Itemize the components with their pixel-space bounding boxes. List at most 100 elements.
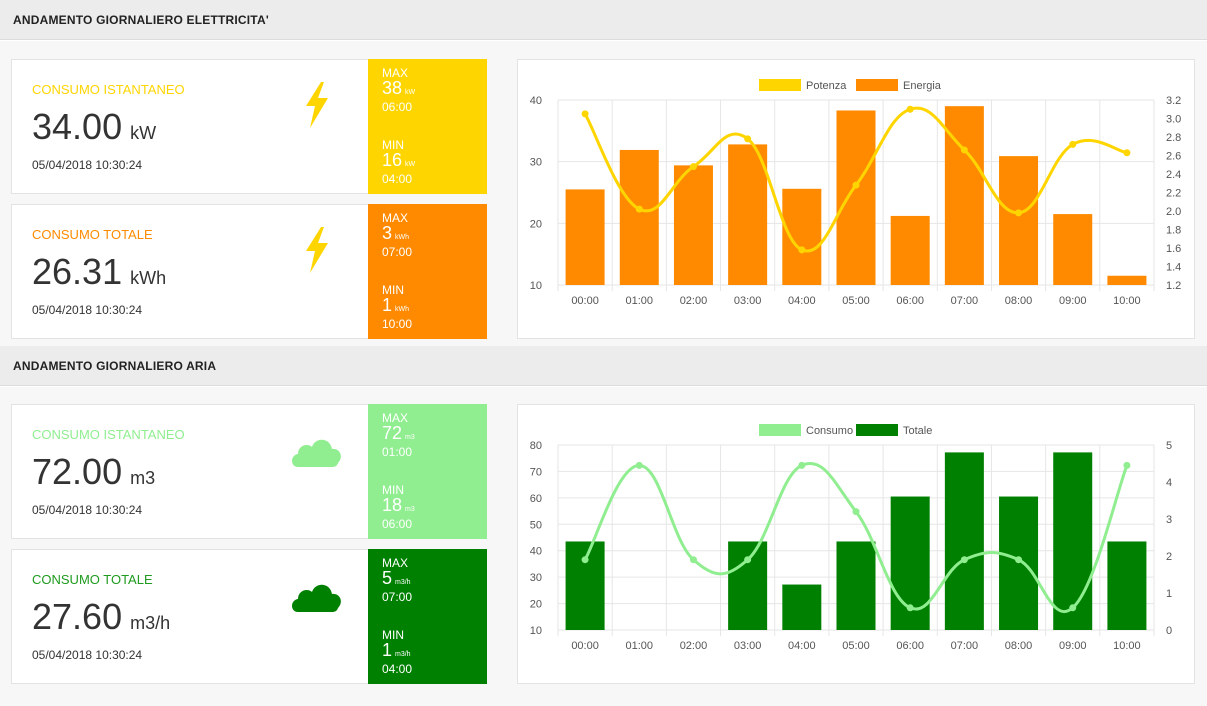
min-label: MIN — [382, 283, 404, 297]
x-tick-label: 00:00 — [571, 640, 599, 652]
y-left-tick-label: 30 — [530, 157, 542, 169]
line-point — [852, 181, 860, 189]
line-point — [581, 556, 589, 564]
bar — [565, 189, 605, 285]
x-tick-label: 01:00 — [626, 295, 654, 307]
x-tick-label: 08:00 — [1005, 295, 1033, 307]
electricity-chart-panel: 10 20 30 40 1.2 1.4 1.6 1.8 2.0 2.2 2.4 2.6 2.8 3.0 3.… — [517, 59, 1195, 339]
y-right-tick-label: 3.0 — [1166, 114, 1181, 126]
min-value: 1 kWh — [382, 295, 410, 315]
y-left-tick-label: 40 — [530, 546, 542, 558]
max-value: 72 m3 — [382, 423, 415, 443]
bar — [1107, 275, 1147, 285]
line-point — [852, 508, 860, 516]
line-point — [744, 135, 752, 143]
max-time: 06:00 — [382, 100, 413, 114]
electricity-total-minmax-panel: MAX 3 kWh 07:00 MIN 1 kWh 10:00 — [368, 204, 487, 339]
electricity-total-unit: kWh — [130, 268, 167, 288]
y-left-tick-label: 40 — [530, 95, 542, 107]
electricity-instant-unit: kW — [130, 123, 157, 143]
electricity-total-card: CONSUMO TOTALE 26.31 kWh 05/04/2018 10:30… — [11, 204, 369, 339]
bar — [890, 215, 930, 285]
electricity-instant-card: CONSUMO ISTANTANEO 34.00 kW 05/04/2018 10… — [11, 59, 369, 194]
max-label: MAX — [382, 411, 409, 425]
electricity-instant-value: 34.00 kW — [32, 106, 157, 147]
min-label: MIN — [382, 483, 404, 497]
bar — [673, 165, 713, 285]
y-left-tick-label: 80 — [530, 440, 542, 452]
bar — [1107, 541, 1147, 630]
cloud-icon — [292, 584, 341, 612]
y-right-tick-label: 2.2 — [1166, 188, 1181, 200]
x-tick-label: 07:00 — [951, 295, 979, 307]
electricity-total-label: CONSUMO TOTALE — [32, 227, 153, 242]
x-tick-label: 03:00 — [734, 640, 762, 652]
air-instant-card: CONSUMO ISTANTANEO 72.00 m3 05/04/2018 10… — [11, 404, 369, 539]
bar — [944, 452, 984, 630]
min-value: 16 kW — [382, 150, 416, 170]
electricity-section-title: ANDAMENTO GIORNALIERO ELETTRICITA' — [13, 13, 269, 27]
min-value: 18 m3 — [382, 495, 415, 515]
x-tick-label: 05:00 — [842, 295, 870, 307]
legend-label: Consumo — [806, 425, 853, 437]
y-right-tick-label: 0 — [1166, 625, 1172, 637]
series-line — [583, 106, 1128, 253]
line-point — [798, 246, 806, 254]
cloud-icon — [292, 439, 341, 467]
electricity-instant-timestamp: 05/04/2018 10:30:24 — [32, 158, 143, 172]
bar — [565, 541, 605, 630]
y-left-tick-label: 10 — [530, 280, 542, 292]
lightning-icon — [306, 82, 328, 128]
line-point — [906, 105, 914, 113]
y-right-tick-label: 3 — [1166, 514, 1172, 526]
line-point — [744, 556, 752, 564]
line-point — [689, 163, 697, 171]
line-point — [635, 205, 643, 213]
line-point — [1069, 140, 1077, 148]
air-instant-minmax-panel: MAX 72 m3 01:00 MIN 18 m3 06:00 — [368, 404, 487, 539]
air-total-unit: m3/h — [130, 613, 171, 633]
line-point — [1015, 556, 1023, 564]
electricity-instant-minmax-panel: MAX 38 kW 06:00 MIN 16 kW 04:00 — [368, 59, 487, 194]
min-label: MIN — [382, 138, 404, 152]
line-point — [689, 556, 697, 564]
y-left-tick-label: 20 — [530, 599, 542, 611]
max-label: MAX — [382, 66, 409, 80]
line-point — [581, 110, 589, 118]
line-point — [906, 604, 914, 612]
y-left-tick-label: 70 — [530, 466, 542, 478]
electricity-total-timestamp: 05/04/2018 10:30:24 — [32, 303, 143, 317]
x-tick-label: 04:00 — [788, 295, 816, 307]
air-chart: 10 20 30 40 50 60 70 80 0 1 2 3 4 5 00:00 01:00 02:00 03:… — [530, 424, 1172, 652]
electricity-total-value: 26.31 kWh — [32, 251, 167, 292]
min-time: 04:00 — [382, 172, 413, 186]
line-point — [798, 461, 806, 469]
x-tick-label: 10:00 — [1113, 640, 1141, 652]
min-value: 1 m3/h — [382, 640, 411, 660]
y-right-tick-label: 1 — [1166, 588, 1172, 600]
bar — [1053, 214, 1093, 285]
x-tick-label: 04:00 — [788, 640, 816, 652]
x-tick-label: 07:00 — [951, 640, 979, 652]
min-time: 10:00 — [382, 317, 413, 331]
x-tick-label: 09:00 — [1059, 640, 1087, 652]
min-time: 04:00 — [382, 662, 413, 676]
line-point — [1069, 604, 1077, 612]
bar — [836, 541, 876, 630]
y-right-tick-label: 2.4 — [1166, 169, 1181, 181]
line-point — [960, 146, 968, 154]
bar — [619, 149, 659, 285]
y-left-tick-label: 20 — [530, 218, 542, 230]
y-right-tick-label: 1.2 — [1166, 280, 1181, 292]
y-right-tick-label: 2.0 — [1166, 206, 1181, 218]
air-total-minmax-panel: MAX 5 m3/h 07:00 MIN 1 m3/h 04:00 — [368, 549, 487, 684]
air-total-value: 27.60 m3/h — [32, 596, 171, 637]
y-left-tick-label: 60 — [530, 493, 542, 505]
x-tick-label: 01:00 — [626, 640, 654, 652]
y-right-tick-label: 1.8 — [1166, 225, 1181, 237]
max-time: 01:00 — [382, 445, 413, 459]
max-label: MAX — [382, 211, 409, 225]
y-right-tick-label: 2 — [1166, 551, 1172, 563]
air-instant-timestamp: 05/04/2018 10:30:24 — [32, 503, 143, 517]
air-section-header: ANDAMENTO GIORNALIERO ARIA — [0, 346, 1207, 386]
